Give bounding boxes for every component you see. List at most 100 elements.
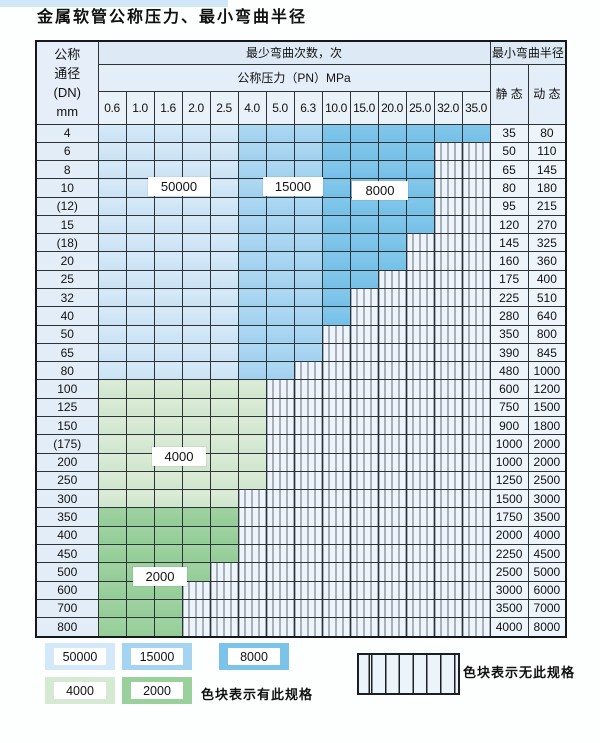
no-spec-cell — [461, 598, 491, 619]
scan-artifact-strip — [0, 0, 228, 7]
no-spec-cell — [321, 489, 351, 509]
no-spec-cell — [461, 434, 491, 454]
spec-cell — [125, 342, 155, 363]
dynamic-cell: 400 — [527, 269, 567, 290]
spec-cell — [293, 141, 323, 162]
spec-cell — [153, 489, 183, 509]
spec-cell — [97, 160, 127, 180]
no-spec-cell — [209, 562, 239, 582]
spec-cell — [209, 452, 239, 472]
spec-cell — [237, 214, 267, 235]
no-spec-cell — [433, 379, 463, 399]
static-cell: 600 — [489, 379, 529, 399]
spec-cell — [125, 269, 155, 290]
dynamic-cell: 4500 — [527, 543, 567, 564]
no-spec-cell — [349, 562, 379, 582]
static-cell: 225 — [489, 288, 529, 308]
dn-cell: 400 — [35, 525, 99, 545]
spec-cell — [153, 507, 183, 527]
no-spec-cell — [237, 580, 267, 600]
pressure-header: 32.0 — [433, 90, 463, 125]
spec-cell — [125, 251, 155, 271]
no-spec-cell — [377, 342, 407, 363]
no-spec-cell — [461, 342, 491, 363]
no-spec-cell — [349, 580, 379, 600]
spec-cell — [153, 525, 183, 545]
no-spec-cell — [377, 489, 407, 509]
no-spec-cell — [293, 379, 323, 399]
spec-cell — [349, 123, 379, 143]
no-spec-cell — [377, 507, 407, 527]
legend-swatch-15000: 15000 — [122, 643, 192, 670]
no-spec-cell — [461, 617, 491, 638]
no-spec-cell — [349, 543, 379, 564]
spec-cell — [153, 617, 183, 638]
no-spec-cell — [265, 543, 295, 564]
dn-cell: 125 — [35, 397, 99, 418]
legend-no-spec-swatch — [357, 653, 460, 695]
spec-cell — [181, 141, 211, 162]
dynamic-cell: 845 — [527, 342, 567, 363]
no-spec-cell — [405, 562, 435, 582]
no-spec-cell — [293, 543, 323, 564]
no-spec-cell — [265, 415, 295, 436]
pressure-header: 15.0 — [349, 90, 379, 125]
no-spec-cell — [321, 507, 351, 527]
spec-cell — [153, 342, 183, 363]
no-spec-cell — [433, 324, 463, 344]
no-spec-cell — [461, 178, 491, 198]
table-row: 15 120 270 — [35, 214, 567, 235]
spec-cell — [405, 160, 435, 180]
no-spec-cell — [405, 288, 435, 308]
spec-cell — [181, 269, 211, 290]
spec-cell — [125, 617, 155, 638]
spec-cell — [125, 306, 155, 326]
spec-cell — [349, 160, 379, 180]
spec-cell — [97, 324, 127, 344]
spec-cell — [293, 233, 323, 253]
no-spec-cell — [237, 525, 267, 545]
spec-cell — [125, 123, 155, 143]
spec-cell — [265, 306, 295, 326]
dn-cell: 65 — [35, 342, 99, 363]
no-spec-cell — [433, 306, 463, 326]
static-cell: 50 — [489, 141, 529, 162]
spec-cell — [237, 324, 267, 344]
no-spec-cell — [293, 452, 323, 472]
spec-cell — [181, 324, 211, 344]
no-spec-cell — [405, 598, 435, 619]
spec-cell — [237, 434, 267, 454]
no-spec-cell — [405, 470, 435, 491]
spec-cell — [125, 379, 155, 399]
static-cell: 1250 — [489, 470, 529, 491]
spec-cell — [209, 361, 239, 381]
static-cell: 2500 — [489, 562, 529, 582]
no-spec-cell — [405, 233, 435, 253]
spec-cell — [237, 415, 267, 436]
spec-cell — [237, 361, 267, 381]
pressure-header: 0.6 — [97, 90, 127, 125]
spec-cell — [405, 196, 435, 216]
pressure-header: 20.0 — [377, 90, 407, 125]
no-spec-cell — [433, 507, 463, 527]
spec-cell — [293, 342, 323, 363]
legend-swatch-4000: 4000 — [45, 677, 115, 704]
spec-cell — [125, 288, 155, 308]
no-spec-cell — [405, 507, 435, 527]
spec-cell — [97, 361, 127, 381]
spec-cell — [237, 288, 267, 308]
no-spec-cell — [293, 434, 323, 454]
spec-cell — [153, 196, 183, 216]
spec-cell — [97, 251, 127, 271]
spec-cell — [349, 141, 379, 162]
pressure-header: 5.0 — [265, 90, 295, 125]
spec-cell — [377, 251, 407, 271]
cycles-header-cell: 最少弯曲次数，次 — [97, 40, 491, 65]
spec-cell — [377, 214, 407, 235]
spec-cell — [125, 141, 155, 162]
no-spec-cell — [237, 562, 267, 582]
no-spec-cell — [433, 233, 463, 253]
no-spec-cell — [349, 397, 379, 418]
dn-cell: (12) — [35, 196, 99, 216]
spec-cell — [97, 580, 127, 600]
